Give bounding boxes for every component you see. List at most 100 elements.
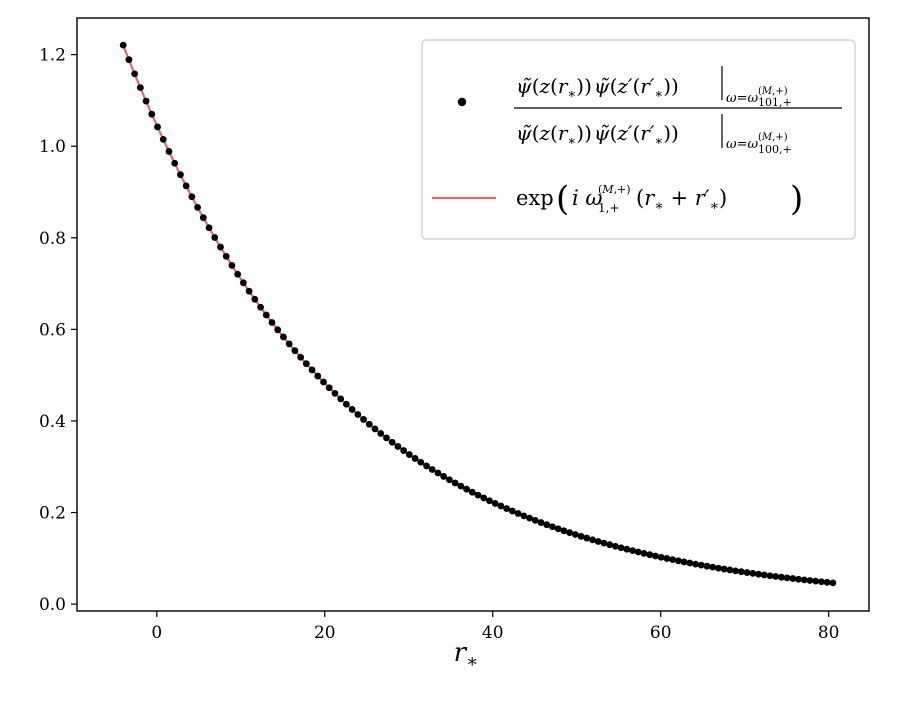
data-point: [629, 547, 636, 555]
data-point: [262, 311, 270, 319]
data-point: [217, 243, 224, 251]
svg-text:ω=ω: ω=ω: [726, 91, 758, 106]
svg-text:(M,+): (M,+): [758, 86, 788, 97]
data-point: [766, 572, 774, 580]
data-point: [663, 555, 671, 562]
data-point: [640, 549, 648, 557]
data-point: [383, 434, 390, 442]
data-point: [812, 577, 820, 585]
data-point: [285, 340, 293, 348]
points-layer: [119, 41, 837, 587]
data-point: [268, 319, 276, 326]
data-point: [411, 455, 419, 462]
data-point: [394, 443, 402, 450]
data-point: [251, 295, 259, 303]
data-point: [777, 573, 785, 581]
svg-text:100,+: 100,+: [758, 143, 792, 156]
data-point: [245, 287, 253, 295]
data-point: [709, 563, 717, 571]
svg-text:ψ̃(z(r∗))ψ̃(z′(r′∗)): ψ̃(z(r∗)) ψ̃(z′(r′∗)): [516, 121, 679, 149]
data-point: [732, 567, 739, 575]
data-point: [428, 466, 436, 473]
data-point: [314, 372, 322, 380]
x-tick-label: 80: [818, 623, 840, 643]
data-point: [594, 538, 602, 545]
data-point: [417, 458, 425, 466]
data-point: [549, 523, 556, 531]
data-point: [749, 569, 757, 577]
data-point: [589, 536, 596, 544]
y-axis-ticks: 0.0 0.2 0.4 0.6 0.8 1.0 1.2: [39, 46, 77, 615]
data-point: [600, 539, 608, 547]
data-point: [571, 531, 579, 538]
data-point: [720, 565, 728, 573]
data-point: [360, 416, 367, 423]
data-point: [697, 561, 705, 569]
data-point: [743, 569, 751, 576]
svg-text:ψ̃(z(r∗))ψ̃(z′(r′∗)): ψ̃(z(r∗)) ψ̃(z′(r′∗)): [516, 74, 679, 102]
svg-text:1,+: 1,+: [598, 201, 620, 215]
data-point: [343, 400, 350, 408]
data-point: [177, 171, 184, 179]
x-axis-ticks: 0 20 40 60 80: [151, 611, 840, 643]
data-point: [302, 360, 310, 368]
svg-text:i ω: i ω: [572, 186, 603, 210]
data-point: [148, 110, 156, 118]
svg-text:): ): [790, 179, 803, 219]
data-point: [543, 521, 551, 529]
data-point: [508, 507, 516, 515]
data-point: [520, 512, 528, 520]
data-point: [280, 333, 287, 341]
data-point: [800, 576, 808, 584]
data-point: [440, 473, 448, 480]
x-tick-label: 60: [650, 623, 672, 643]
data-point: [577, 532, 585, 540]
data-point: [623, 545, 631, 553]
data-point: [159, 135, 167, 143]
y-tick-label: 0.0: [39, 595, 66, 615]
data-point: [171, 159, 179, 167]
data-point: [388, 438, 396, 446]
legend-marker-points: [457, 97, 467, 107]
x-tick-label: 40: [482, 623, 504, 643]
data-point: [239, 279, 247, 287]
data-point: [755, 570, 762, 578]
data-point: [274, 326, 282, 334]
data-point: [182, 182, 190, 190]
data-point: [371, 425, 379, 433]
data-point: [674, 557, 682, 565]
data-point: [348, 406, 356, 413]
data-point: [566, 529, 574, 537]
data-point: [669, 556, 677, 564]
data-point: [795, 575, 802, 583]
data-point: [537, 519, 545, 526]
data-point: [531, 516, 539, 524]
data-point: [737, 568, 745, 576]
data-point: [136, 84, 144, 92]
y-tick-label: 1.0: [39, 137, 66, 157]
data-point: [451, 479, 459, 487]
data-point: [400, 447, 408, 454]
data-point: [354, 411, 362, 418]
svg-text:ω=ω: ω=ω: [726, 137, 758, 152]
data-point: [606, 541, 614, 549]
data-point: [612, 542, 619, 550]
data-point: [692, 560, 699, 568]
data-point: [480, 494, 488, 502]
data-point: [125, 56, 133, 64]
data-point: [646, 551, 654, 559]
data-point: [446, 476, 453, 484]
data-point: [211, 234, 219, 241]
data-point: [491, 500, 499, 507]
data-point: [434, 469, 442, 477]
x-tick-label: 20: [314, 623, 336, 643]
y-tick-label: 1.2: [39, 46, 66, 66]
data-point: [554, 525, 562, 533]
data-point: [463, 485, 470, 493]
data-point: [194, 203, 202, 211]
data-point: [405, 451, 413, 458]
data-point: [165, 148, 173, 155]
legend: ψ̃(z(r∗)) ψ̃(z′(r′∗)) ω=ω (M,+) 101,+ ψ̃(…: [421, 39, 856, 240]
data-point: [806, 577, 814, 584]
